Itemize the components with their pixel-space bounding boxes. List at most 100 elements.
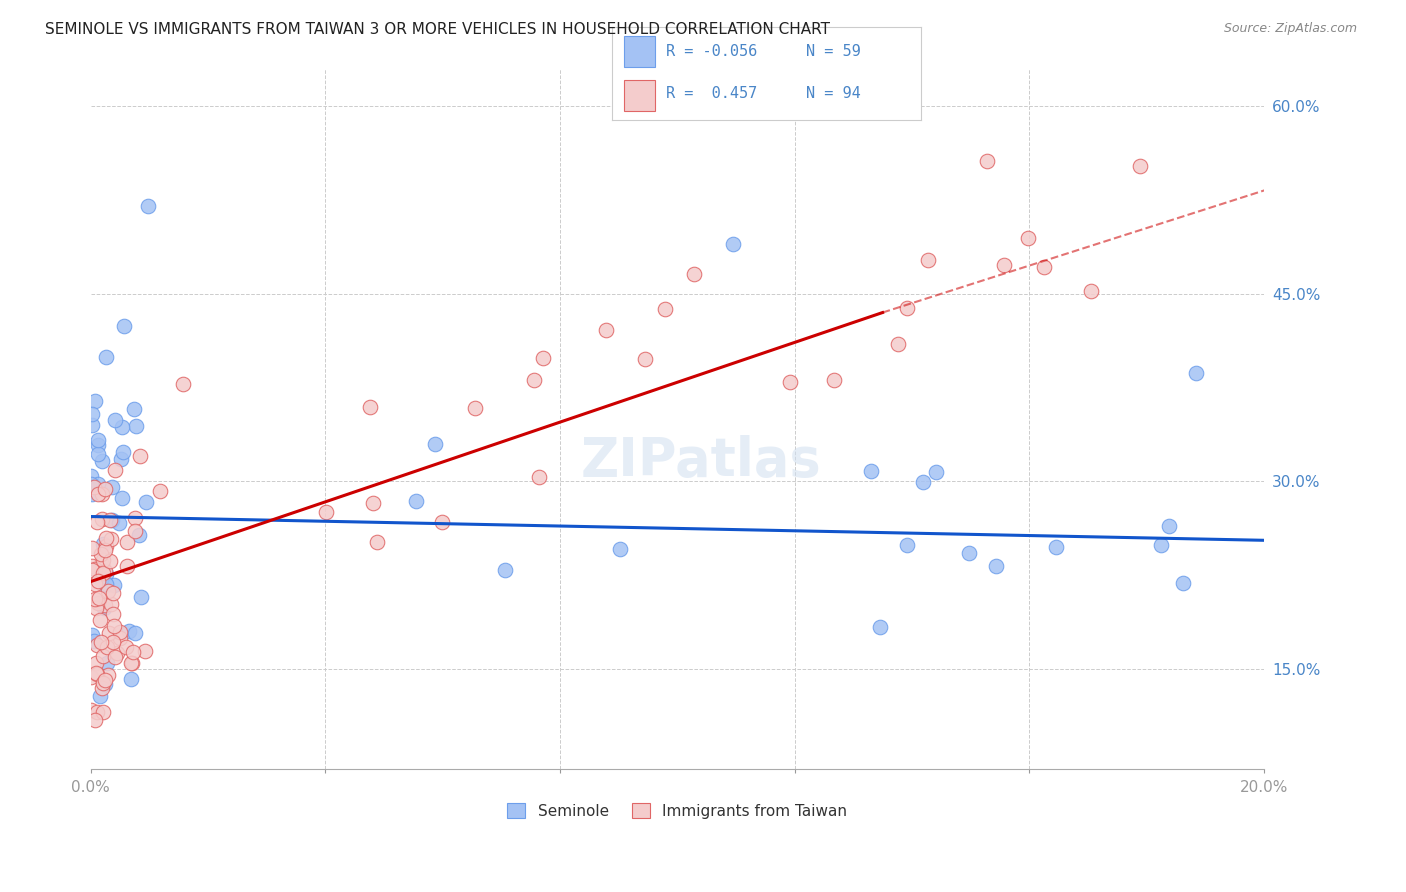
Point (96, 567, 118, 582)
Point (90, 572, 112, 586)
Point (609, 541, 631, 556)
Point (1157, 519, 1180, 533)
Point (366, 535, 388, 549)
Point (80, 477, 103, 491)
Point (129, 590, 152, 604)
Point (98, 513, 121, 527)
Point (82, 563, 104, 577)
Point (80, 417, 103, 432)
Point (115, 558, 138, 573)
Point (86, 667, 108, 681)
Point (128, 528, 150, 542)
Point (94, 577, 117, 591)
Point (84, 713, 107, 727)
Point (90, 634, 112, 648)
Point (917, 252, 939, 267)
Point (94, 577, 117, 591)
Point (96, 656, 118, 670)
Point (87, 477, 110, 491)
Point (423, 437, 446, 451)
Point (82, 487, 104, 501)
Point (976, 153, 998, 168)
Point (896, 538, 918, 552)
Point (98, 626, 121, 640)
Point (111, 491, 134, 506)
Point (87, 434, 110, 448)
Point (90, 512, 112, 526)
Point (823, 373, 845, 387)
Point (86, 638, 108, 652)
Point (94, 531, 117, 545)
Point (84, 562, 107, 576)
Point (595, 323, 617, 337)
Point (1185, 366, 1208, 380)
Point (1080, 285, 1102, 299)
Point (432, 515, 454, 529)
Point (896, 301, 918, 315)
Point (1173, 576, 1195, 591)
Text: SEMINOLE VS IMMIGRANTS FROM TAIWAN 3 OR MORE VEHICLES IN HOUSEHOLD CORRELATION C: SEMINOLE VS IMMIGRANTS FROM TAIWAN 3 OR … (45, 22, 830, 37)
Point (94, 543, 117, 558)
Point (87, 595, 110, 609)
Point (120, 656, 142, 670)
Point (94, 564, 117, 578)
Point (86, 515, 108, 529)
Point (925, 465, 948, 479)
Point (80, 541, 103, 556)
Point (90, 454, 112, 468)
Point (80, 703, 103, 717)
Point (124, 511, 146, 525)
Point (1150, 538, 1173, 552)
Text: R = -0.056: R = -0.056 (666, 44, 756, 59)
Point (104, 649, 127, 664)
Point (91, 566, 114, 580)
Point (779, 375, 801, 389)
Point (149, 484, 172, 499)
Point (172, 377, 194, 392)
Point (993, 258, 1015, 272)
Point (125, 419, 148, 434)
Point (100, 532, 122, 546)
Point (654, 301, 676, 316)
Point (115, 640, 138, 654)
Point (87, 447, 110, 461)
Point (82, 559, 104, 574)
Point (101, 607, 124, 622)
Point (104, 413, 127, 427)
Point (122, 402, 145, 417)
Point (494, 563, 516, 577)
Point (107, 516, 129, 531)
Point (91, 557, 114, 571)
Point (90, 487, 112, 501)
Point (134, 644, 156, 658)
Text: Source: ZipAtlas.com: Source: ZipAtlas.com (1223, 22, 1357, 36)
Point (361, 496, 384, 510)
Point (83, 480, 105, 494)
Point (527, 470, 550, 484)
Point (136, 199, 159, 213)
Point (84, 591, 107, 606)
Point (87, 591, 110, 605)
Point (83, 394, 105, 409)
Point (96, 640, 118, 655)
Point (359, 401, 381, 415)
Point (91, 553, 114, 567)
Point (94, 598, 117, 612)
FancyBboxPatch shape (624, 36, 655, 67)
Point (84, 576, 107, 591)
Point (94, 540, 117, 554)
Point (80, 627, 103, 641)
Point (93, 705, 115, 719)
Text: R =  0.457: R = 0.457 (666, 87, 756, 101)
Point (97, 584, 120, 599)
Point (98, 554, 121, 568)
Point (94, 350, 117, 364)
Point (1045, 541, 1067, 555)
Point (121, 657, 143, 671)
Point (721, 236, 744, 251)
Text: ZIPatlas: ZIPatlas (581, 435, 821, 487)
Point (118, 624, 141, 639)
Point (86, 706, 108, 720)
Point (1129, 160, 1152, 174)
Point (82, 407, 104, 421)
